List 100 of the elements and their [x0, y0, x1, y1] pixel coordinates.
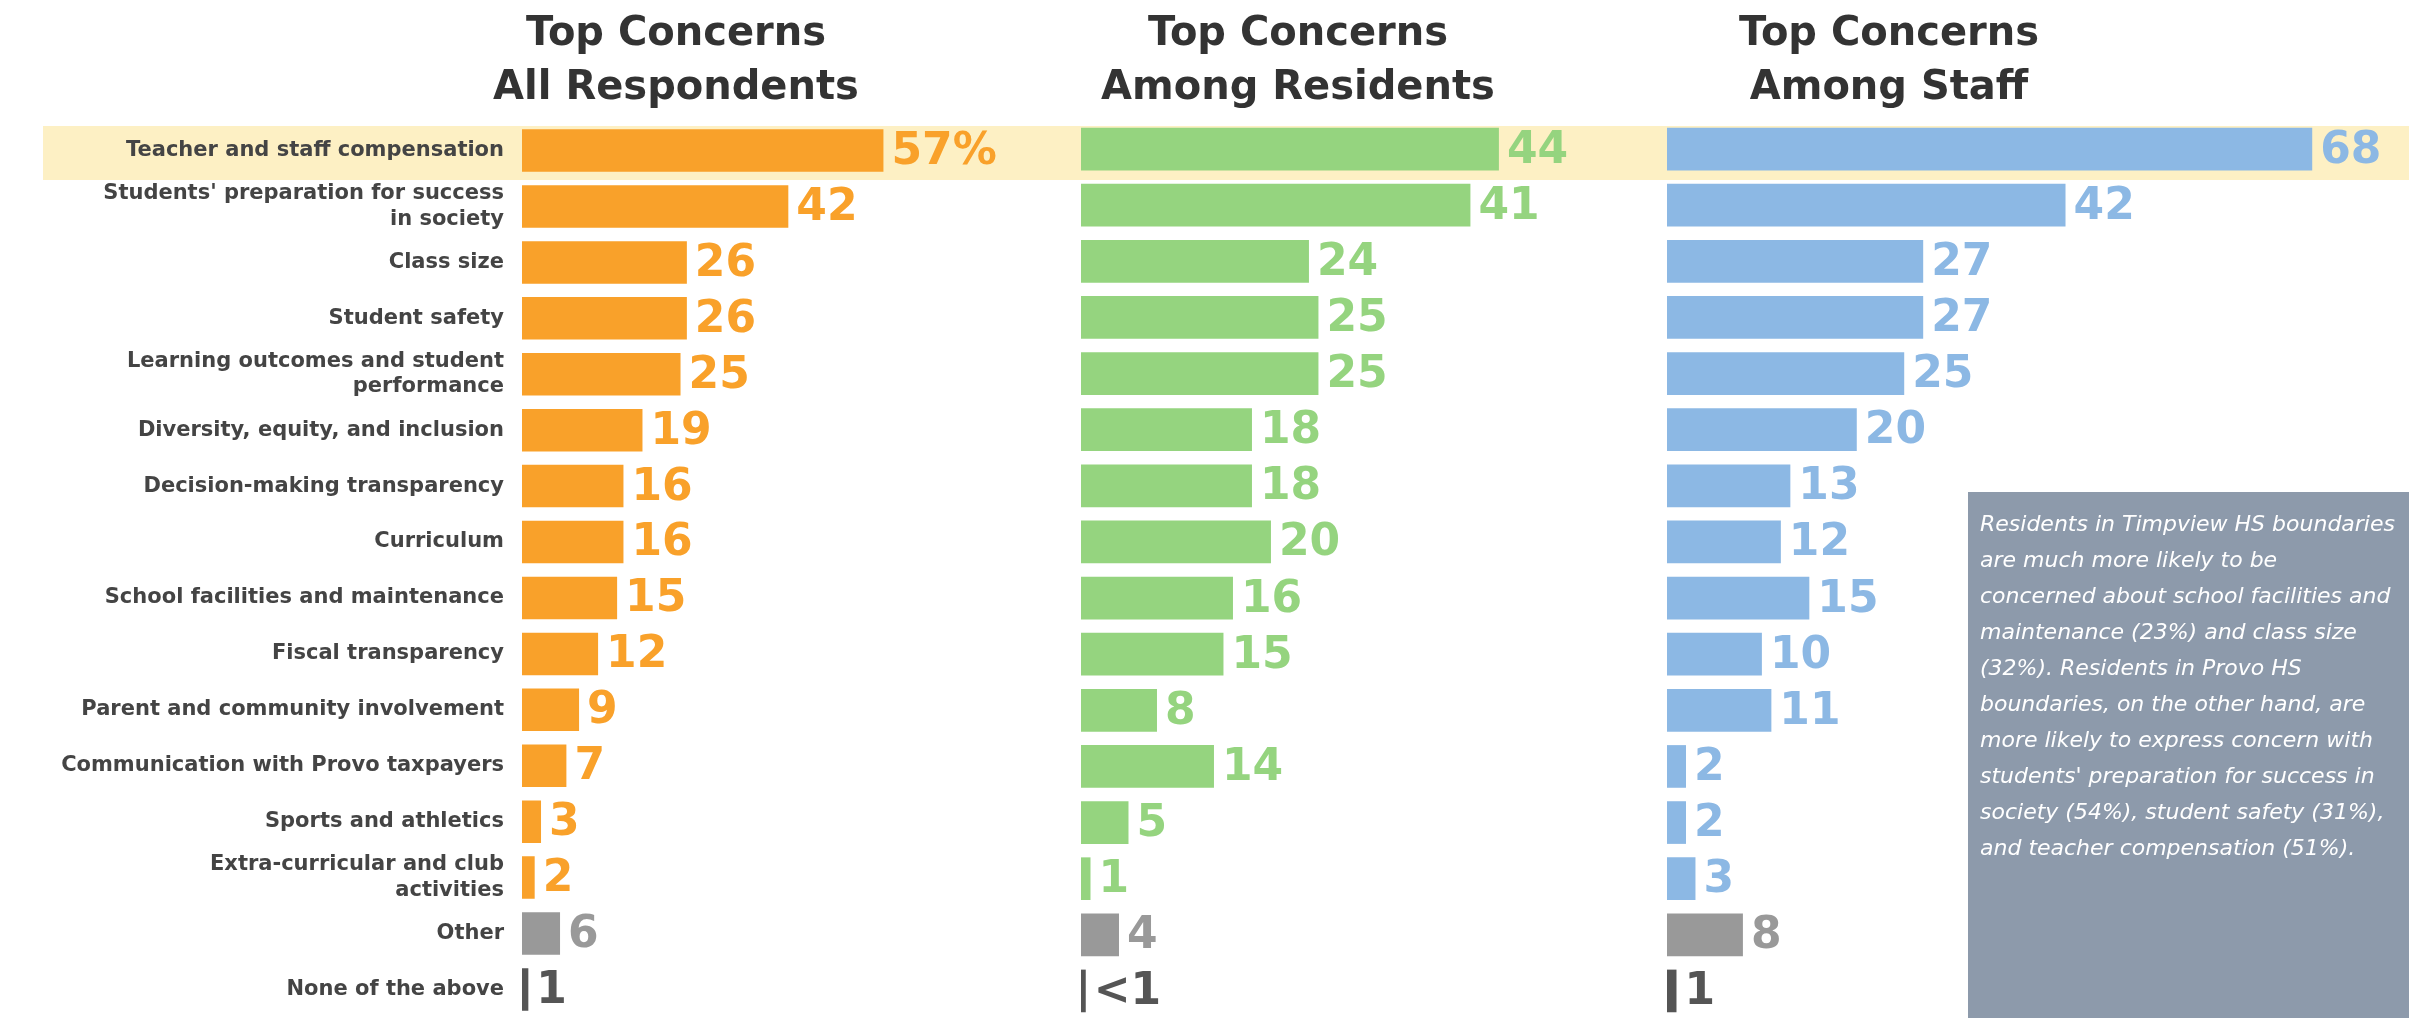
bar — [1667, 576, 1810, 620]
data-label: 9 — [587, 682, 618, 734]
data-label: 1 — [536, 961, 567, 1013]
data-label: 24 — [1316, 233, 1379, 285]
data-label: 68 — [2320, 121, 2382, 173]
y-tick-label: Other — [436, 919, 505, 944]
data-label: 25 — [1326, 289, 1388, 341]
bar — [1667, 183, 2066, 227]
bar — [1081, 296, 1319, 339]
bar — [1667, 408, 1857, 452]
bar — [1667, 520, 1781, 564]
bar — [1081, 408, 1252, 452]
data-label: 27 — [1931, 233, 1993, 285]
data-label: <1 — [1093, 963, 1162, 1015]
bar — [522, 520, 624, 564]
bar — [1667, 913, 1743, 957]
y-tick-label: Curriculum — [374, 528, 504, 553]
data-label: 12 — [606, 626, 668, 678]
y-tick-label: Class size — [388, 248, 504, 273]
data-label: 26 — [694, 234, 757, 286]
y-tick-label: Students' preparation for success in society — [103, 180, 505, 230]
bar — [1081, 632, 1224, 676]
data-label: 41 — [1478, 177, 1540, 229]
bar — [1081, 913, 1119, 957]
data-label: 11 — [1779, 682, 1841, 734]
y-tick-label: Teacher and staff compensation — [125, 137, 504, 162]
data-label: 2 — [1693, 738, 1725, 790]
bar — [522, 856, 535, 899]
data-label: 12 — [1788, 514, 1851, 566]
bar — [522, 353, 681, 396]
bar — [1667, 969, 1677, 1013]
data-label: 25 — [1326, 346, 1388, 397]
bar — [1667, 127, 2313, 171]
data-label: 16 — [631, 514, 693, 566]
data-label: 15 — [625, 570, 687, 622]
bar — [1667, 857, 1696, 901]
bar — [1081, 239, 1309, 283]
data-label: 1 — [1098, 851, 1130, 903]
bar — [522, 185, 789, 228]
bar — [1081, 464, 1252, 508]
y-tick-label: Learning outcomes and student performance — [126, 348, 504, 398]
data-label: 3 — [549, 794, 580, 846]
bar — [1667, 352, 1905, 395]
bar — [522, 968, 529, 1011]
bar — [1667, 745, 1686, 788]
data-label: 13 — [1798, 458, 1860, 510]
data-label: 18 — [1259, 458, 1322, 510]
chart-title: Top Concerns All Respondents — [492, 7, 860, 110]
bar — [522, 576, 618, 620]
y-tick-label: Communication with Provo taxpayers — [61, 752, 504, 777]
data-label: 4 — [1126, 907, 1158, 959]
bar — [522, 632, 599, 676]
bar — [522, 297, 687, 340]
data-label: 20 — [1278, 514, 1341, 566]
y-tick-label: Decision-making transparency — [143, 472, 505, 497]
bar — [1667, 464, 1791, 508]
chart-title: Top Concerns Among Staff — [1737, 7, 2041, 110]
y-tick-label: School facilities and maintenance — [104, 584, 504, 609]
bar — [522, 800, 542, 843]
data-label: 5 — [1136, 795, 1168, 846]
bar — [1667, 688, 1772, 732]
bar — [1081, 127, 1499, 171]
data-label: 1 — [1684, 963, 1716, 1015]
data-label: 6 — [568, 905, 599, 957]
bar — [522, 129, 884, 172]
data-label: 7 — [574, 738, 606, 790]
data-label: 18 — [1259, 402, 1322, 454]
y-tick-label: None of the above — [286, 975, 504, 1000]
data-label: 25 — [1912, 346, 1974, 397]
data-label: 44 — [1506, 121, 1569, 173]
bar — [522, 408, 643, 452]
data-label: 8 — [1164, 682, 1196, 734]
data-label: 27 — [1931, 289, 1993, 341]
bar — [522, 464, 624, 508]
data-label: 25 — [688, 346, 750, 398]
y-tick-label: Student safety — [328, 304, 505, 329]
bar — [1081, 801, 1129, 844]
data-label: 16 — [1240, 570, 1303, 622]
bar — [1081, 688, 1157, 732]
bar — [1667, 296, 1924, 339]
bar — [1081, 183, 1471, 227]
y-tick-label: Sports and athletics — [264, 808, 504, 833]
data-label: 3 — [1703, 851, 1735, 903]
y-tick-label: Fiscal transparency — [271, 640, 505, 665]
data-label: 26 — [694, 290, 757, 342]
data-label: 15 — [1817, 570, 1879, 622]
note-box: Residents in Timpview HS boundaries are much more likely to be concerned about school facilities and maintenance (23%) and class size (32%). Residents in Provo HS boundaries, on the other hand, are more likely to express concern with students' preparation for success in society (54%), student safety (31%), and teacher compensation (51%). — [1968, 492, 2409, 1018]
data-label: 2 — [1693, 795, 1725, 846]
bar — [1081, 520, 1271, 564]
bar — [522, 241, 687, 284]
data-label: 10 — [1769, 626, 1832, 678]
data-label: 2 — [542, 850, 574, 902]
chart-title: Top Concerns Among Residents — [1100, 7, 1496, 110]
data-label: 20 — [1864, 402, 1926, 454]
data-label: 57% — [891, 123, 997, 174]
y-tick-label: Extra-curricular and club activities — [209, 851, 504, 901]
data-label: 14 — [1221, 738, 1284, 790]
bar — [1081, 576, 1233, 620]
data-label: 42 — [2073, 177, 2135, 229]
bar — [1667, 801, 1686, 844]
